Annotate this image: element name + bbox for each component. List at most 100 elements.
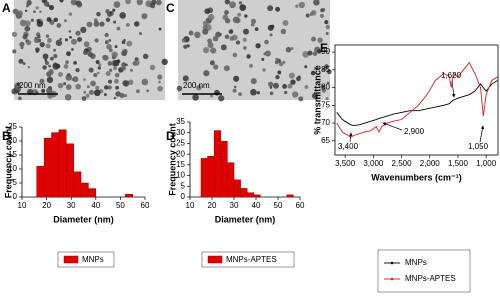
particle: [45, 43, 51, 49]
particle: [95, 59, 100, 64]
particle: [231, 34, 238, 41]
bar: [246, 192, 255, 198]
particle: [232, 16, 240, 24]
bar: [125, 193, 133, 198]
particle: [76, 1, 83, 8]
particle: [22, 34, 28, 40]
particle: [313, 66, 318, 71]
y-tick-label: 10: [8, 164, 17, 173]
particle: [103, 85, 109, 90]
particle: [192, 94, 199, 101]
particle: [27, 65, 31, 69]
annotation-arrow: [479, 125, 485, 143]
particle: [290, 47, 294, 51]
particle: [22, 62, 26, 66]
particle: [75, 67, 80, 73]
particle: [70, 38, 77, 45]
particle: [296, 76, 301, 82]
legend-label: MNPs-APTES: [226, 255, 277, 264]
particle: [264, 50, 271, 57]
particle: [267, 5, 274, 12]
x-tick-label: 60: [141, 201, 150, 210]
particle: [203, 70, 210, 77]
particle: [242, 37, 247, 42]
particle: [254, 27, 259, 31]
particle: [83, 78, 86, 81]
particle: [109, 68, 113, 72]
particle: [194, 31, 201, 39]
particle: [298, 1, 306, 9]
y-tick-label: 25: [8, 122, 17, 131]
particle: [134, 21, 140, 27]
particle: [82, 50, 88, 56]
particle: [46, 76, 54, 84]
bar: [213, 130, 222, 198]
particle: [209, 60, 215, 66]
particle: [104, 32, 109, 38]
scale-bar-label: 200 nm: [183, 81, 210, 90]
particle: [264, 39, 269, 45]
particle: [119, 12, 126, 19]
particle: [238, 1, 243, 5]
particle: [321, 84, 325, 89]
particle: [43, 54, 48, 59]
particle: [39, 42, 45, 48]
particle: [218, 95, 225, 102]
particle: [80, 26, 87, 34]
particle: [295, 4, 299, 8]
particle: [108, 38, 112, 42]
particle: [73, 60, 77, 65]
particle: [26, 0, 32, 6]
plot-frame: [334, 44, 499, 156]
particle: [95, 85, 100, 90]
bar: [66, 143, 74, 198]
legend-label: MNPs: [405, 258, 427, 267]
particle: [65, 84, 72, 90]
y-tick-label: 85: [321, 65, 330, 74]
particle: [53, 53, 58, 59]
particle: [123, 93, 128, 98]
bar: [253, 194, 261, 198]
particle: [96, 11, 101, 17]
particle: [275, 75, 280, 80]
x-tick-label: 60: [296, 201, 305, 210]
particle: [72, 76, 79, 83]
particle: [20, 46, 24, 50]
particle: [183, 44, 188, 49]
particle: [232, 52, 238, 58]
bar: [200, 158, 208, 198]
x-tick-label: 1,000: [476, 159, 497, 168]
particle: [202, 20, 209, 27]
particle: [268, 81, 274, 87]
particle: [64, 94, 72, 101]
particle: [181, 38, 186, 43]
particle: [81, 96, 87, 101]
particle: [106, 43, 112, 50]
particle: [33, 10, 36, 14]
particle: [103, 93, 107, 97]
particle: [229, 1, 236, 9]
particle: [208, 13, 215, 21]
particle: [188, 30, 194, 36]
particle: [224, 10, 229, 15]
particle: [215, 31, 222, 38]
particle: [275, 6, 281, 12]
particle: [157, 74, 163, 80]
particle: [220, 44, 227, 51]
particle: [223, 65, 230, 72]
particle: [99, 21, 105, 27]
particle: [319, 13, 325, 19]
particle: [47, 87, 51, 92]
particle: [107, 61, 113, 66]
particle: [233, 75, 240, 82]
y-axis-title: Frequency count: [167, 123, 177, 196]
bar: [227, 162, 235, 198]
particle: [123, 38, 126, 42]
x-tick-label: 50: [274, 201, 283, 210]
annotation: 2,900: [404, 127, 425, 136]
particle: [146, 89, 149, 92]
legend-marker: [390, 261, 394, 265]
particle: [233, 85, 237, 89]
y-tick-label: 35: [176, 117, 185, 126]
legend-label: MNPs-APTES: [405, 274, 456, 283]
